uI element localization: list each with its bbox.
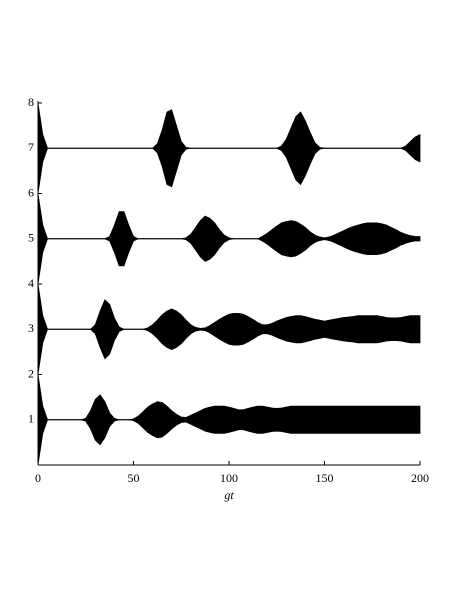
y-tick-label: 3 <box>28 321 34 335</box>
y-tick-label: 6 <box>28 185 34 199</box>
x-tick-label: 50 <box>128 471 140 485</box>
y-tick-label: 2 <box>28 366 34 380</box>
x-tick-label: 0 <box>35 471 41 485</box>
y-tick-label: 4 <box>28 276 34 290</box>
envelope-area <box>37 193 421 240</box>
y-tick-label: 7 <box>28 140 34 154</box>
y-tick-label: 8 <box>28 95 34 109</box>
y-tick-label: 5 <box>28 231 34 245</box>
envelope-area <box>37 102 421 149</box>
envelope-area <box>37 147 421 194</box>
x-tick-label: 200 <box>411 471 429 485</box>
envelope-area <box>37 328 421 375</box>
x-tick-label: 150 <box>316 471 334 485</box>
envelope-area <box>37 419 421 466</box>
envelope-area <box>37 238 421 285</box>
x-tick-label: 100 <box>220 471 238 485</box>
y-tick-label: 1 <box>28 412 34 426</box>
envelope-area <box>37 283 421 330</box>
x-axis-label: gt <box>224 488 234 502</box>
envelope-area <box>37 374 421 421</box>
